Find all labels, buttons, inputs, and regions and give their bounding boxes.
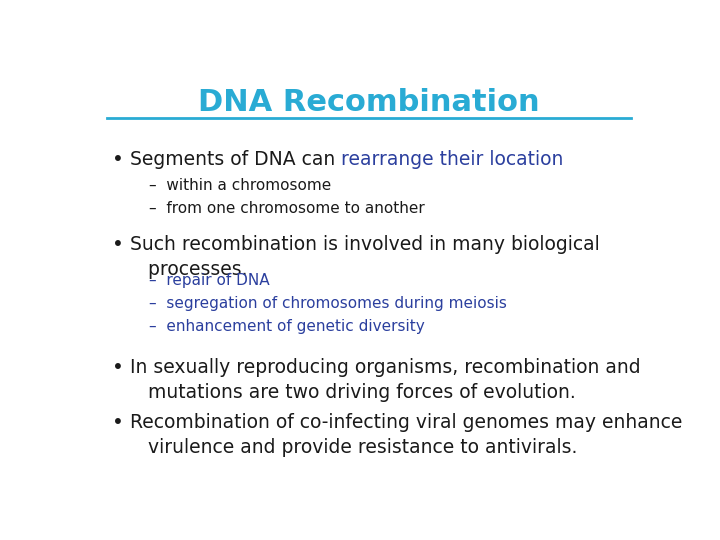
Text: In sexually reproducing organisms, recombination and
   mutations are two drivin: In sexually reproducing organisms, recom… <box>130 358 641 402</box>
Text: Such recombination is involved in many biological
   processes.: Such recombination is involved in many b… <box>130 235 600 279</box>
Text: –  segregation of chromosomes during meiosis: – segregation of chromosomes during meio… <box>148 296 506 311</box>
Text: –  repair of DNA: – repair of DNA <box>148 273 269 288</box>
Text: •: • <box>112 413 124 432</box>
Text: •: • <box>112 358 124 377</box>
Text: –  enhancement of genetic diversity: – enhancement of genetic diversity <box>148 319 424 334</box>
Text: rearrange their location: rearrange their location <box>341 150 564 169</box>
Text: Recombination of co-infecting viral genomes may enhance
   virulence and provide: Recombination of co-infecting viral geno… <box>130 413 683 457</box>
Text: –  from one chromosome to another: – from one chromosome to another <box>148 201 424 216</box>
Text: •: • <box>112 235 124 254</box>
Text: –  within a chromosome: – within a chromosome <box>148 178 331 193</box>
Text: DNA Recombination: DNA Recombination <box>198 87 540 117</box>
Text: Segments of DNA can: Segments of DNA can <box>130 150 341 169</box>
Text: •: • <box>112 150 124 169</box>
